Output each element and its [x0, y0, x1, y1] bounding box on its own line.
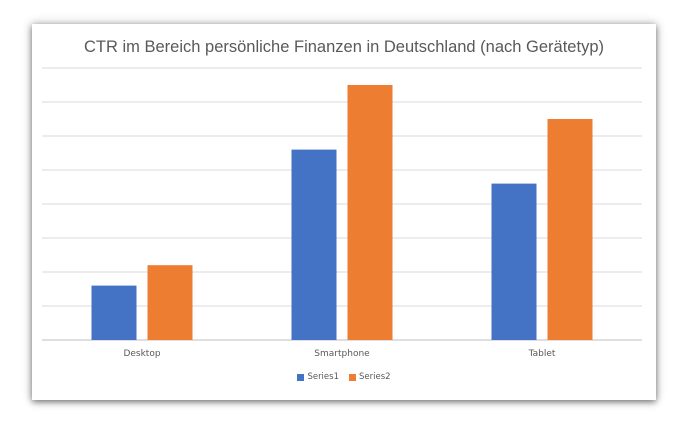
legend-item-series2: Series2: [349, 372, 391, 382]
bar-chart-plot: Desktop Smartphone Tablet: [42, 67, 642, 359]
bar-smartphone-series1: [291, 149, 337, 340]
bar-tablet-series1: [491, 183, 537, 340]
legend-swatch: [349, 373, 356, 381]
legend-label: Series1: [307, 372, 339, 382]
chart-card: CTR im Bereich persönliche Finanzen in D…: [32, 24, 656, 400]
bar-smartphone-series2: [347, 85, 393, 340]
chart-legend: Series1 Series2: [32, 372, 656, 382]
x-tick-label: Tablet: [528, 349, 556, 359]
x-tick-label: Desktop: [123, 349, 160, 359]
legend-label: Series2: [359, 372, 391, 382]
legend-item-series1: Series1: [297, 372, 339, 382]
x-tick-label: Smartphone: [314, 349, 370, 359]
chart-title: CTR im Bereich persönliche Finanzen in D…: [84, 38, 604, 56]
legend-swatch: [297, 373, 305, 381]
bar-tablet-series2: [547, 119, 593, 340]
bar-desktop-series2: [147, 265, 193, 340]
bar-desktop-series1: [91, 285, 137, 340]
